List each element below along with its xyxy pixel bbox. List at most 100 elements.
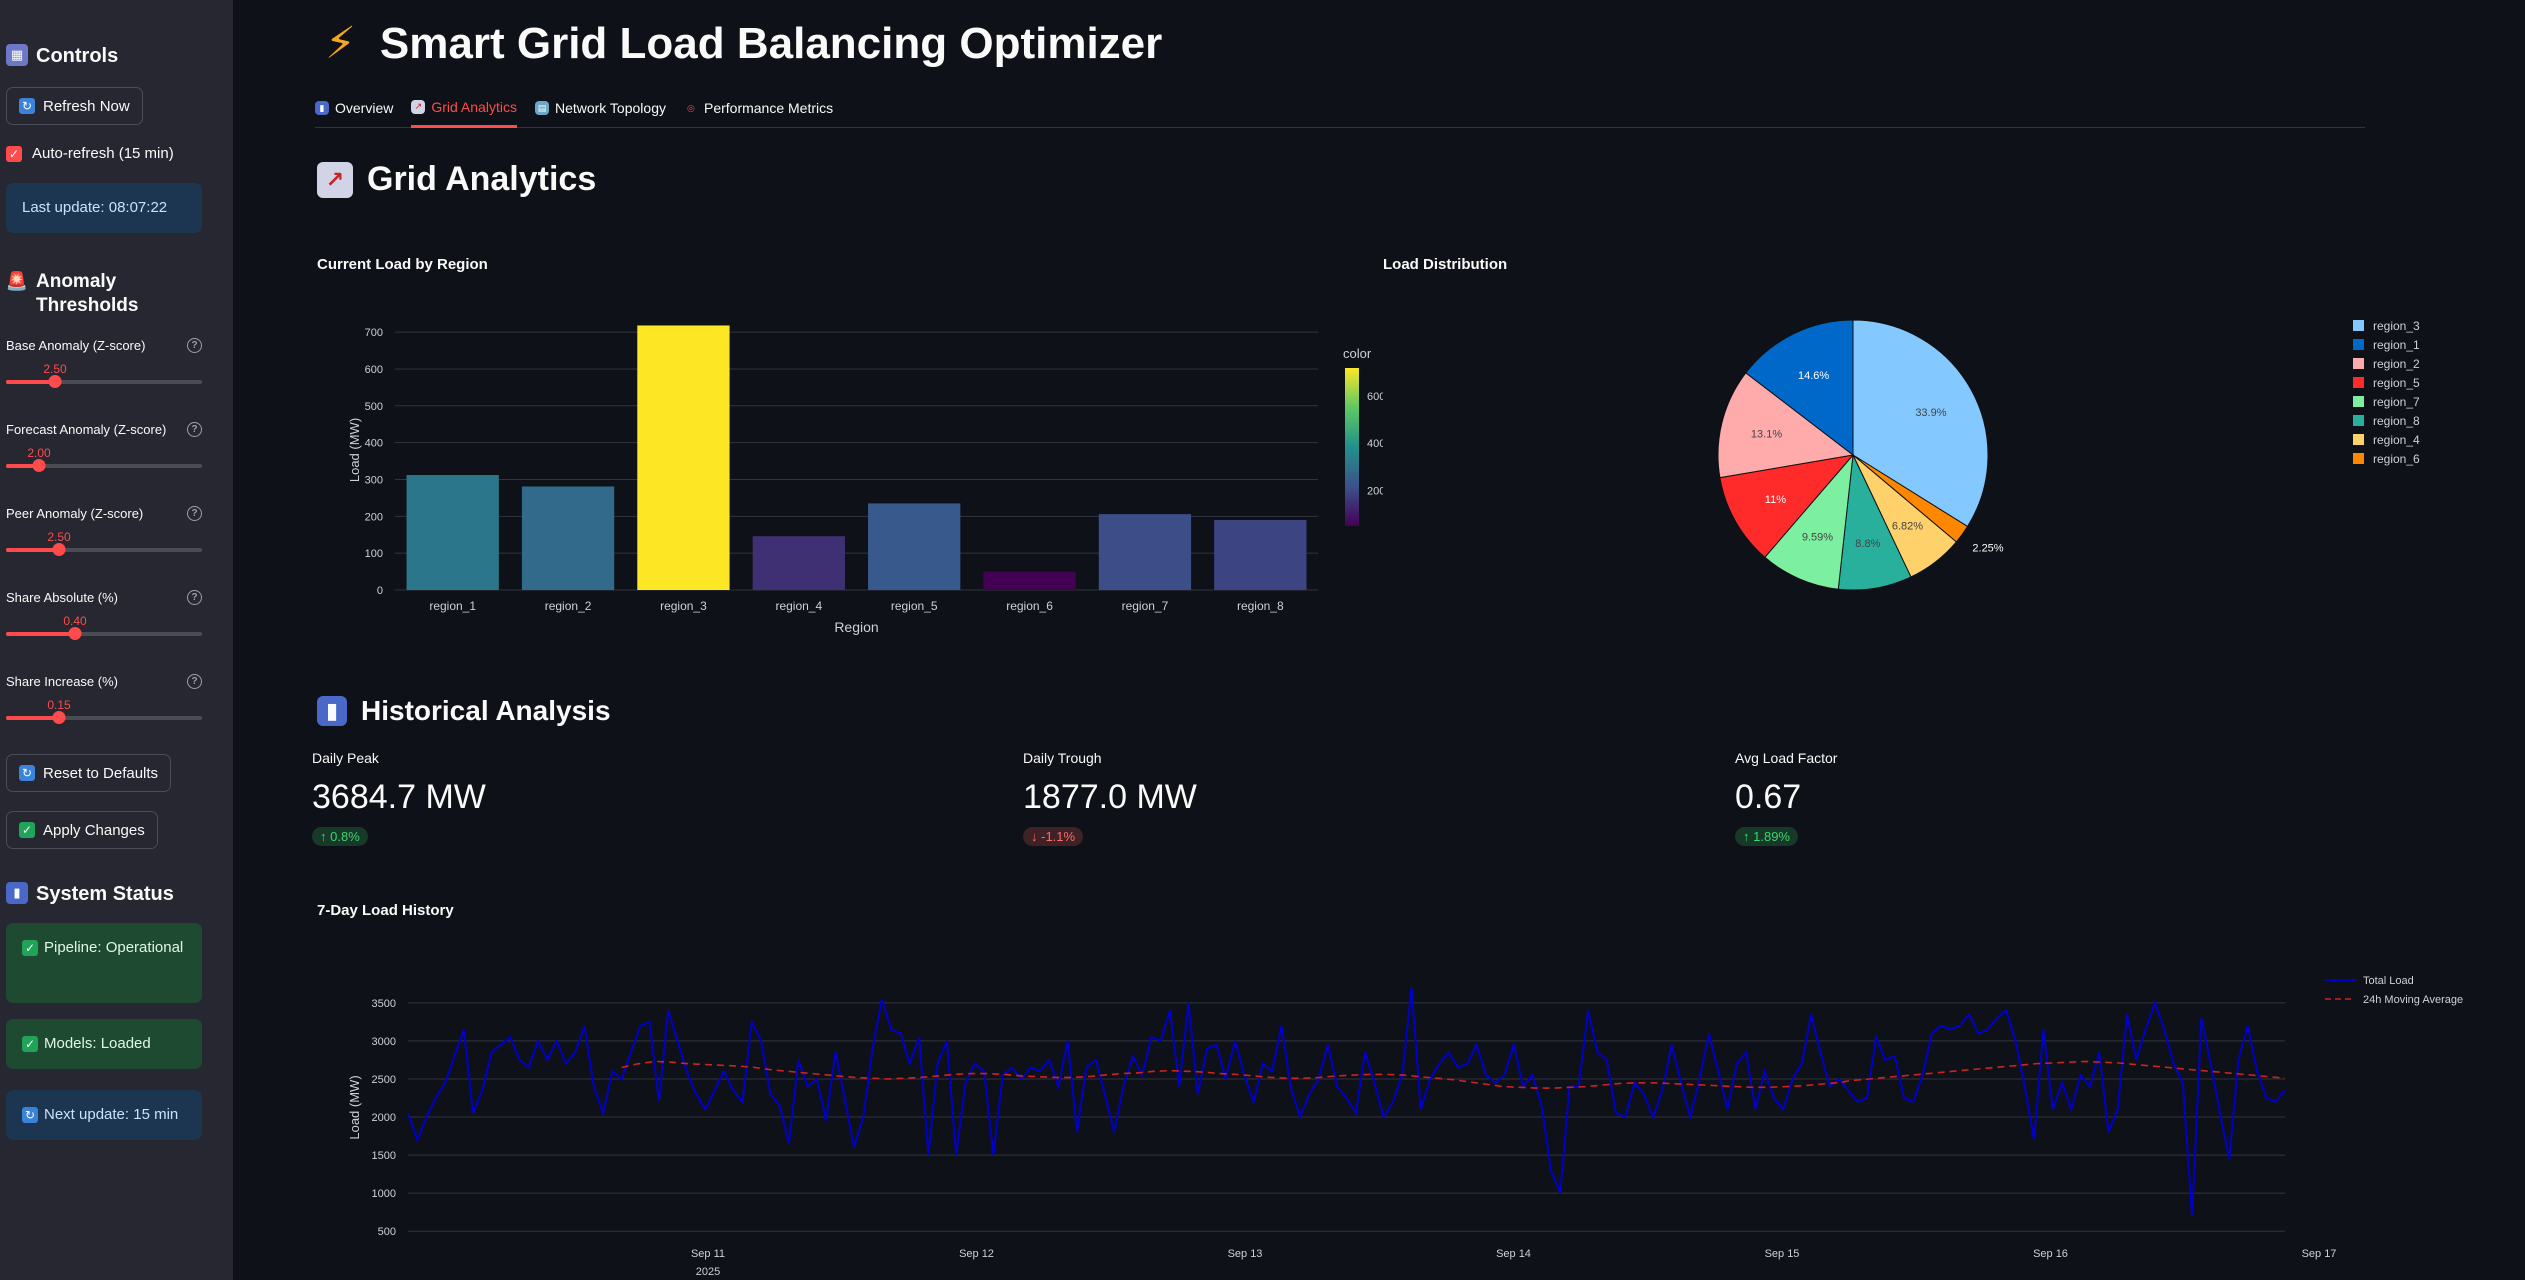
checkbox-checked-icon[interactable]: ✓ (6, 145, 22, 162)
pie-slice-label: 2.25% (1972, 542, 2003, 554)
pie-slice-label: 6.82% (1892, 521, 1923, 533)
y-tick-label: 3000 (372, 1036, 396, 1048)
help-icon[interactable]: ? (187, 422, 202, 437)
legend-swatch (2353, 453, 2364, 464)
bar-region_4 (752, 536, 845, 590)
arrow-up-icon: ↑ (1743, 829, 1754, 844)
bar-region_2 (521, 486, 615, 590)
legend-swatch (2353, 320, 2364, 331)
historical-title: Historical Analysis (361, 695, 611, 726)
legend-entry: Total Load (2363, 975, 2414, 987)
legend-entry: region_8 (2373, 414, 2420, 428)
slider-fill (6, 716, 59, 720)
reset-defaults-button[interactable]: ↻ Reset to Defaults (6, 754, 172, 792)
metric-value: 1877.0 MW (1023, 778, 1197, 816)
grid-analytics-title: Grid Analytics (367, 160, 597, 198)
tab-overview[interactable]: ▮ Overview (315, 92, 393, 128)
bar-chart-title: Current Load by Region (317, 256, 488, 273)
slider-thumb[interactable] (52, 711, 66, 724)
siren-icon: 🚨 (5, 271, 29, 291)
tab-grid-analytics[interactable]: ↗ Grid Analytics (411, 92, 517, 128)
x-axis-label: Region (834, 619, 878, 635)
y-tick-label: 2000 (372, 1112, 396, 1124)
metric-delta-text: 1.89% (1753, 829, 1790, 844)
legend-entry: region_1 (2373, 338, 2420, 352)
colorbar-tick: 200 (1367, 486, 1383, 498)
legend-entry: 24h Moving Average (2363, 994, 2463, 1006)
bar-chart-icon: ▮ (6, 882, 28, 904)
tab-performance-metrics[interactable]: ◎ Performance Metrics (684, 92, 833, 128)
help-icon[interactable]: ? (187, 338, 202, 353)
legend-entry: region_4 (2373, 433, 2420, 447)
metric-card: Daily Trough 1877.0 MW ↓ -1.1% (1023, 750, 1623, 846)
check-icon: ✓ (22, 940, 38, 956)
slider-track[interactable] (6, 543, 202, 556)
legend-swatch (2353, 415, 2364, 426)
anomaly-heading: 🚨 Anomaly Thresholds (6, 270, 206, 318)
colorbar-tick: 600 (1367, 391, 1383, 403)
metric-delta-text: 0.8% (330, 829, 360, 844)
threshold-slider[interactable]: Base Anomaly (Z-score)? 2.50 (6, 338, 202, 388)
help-icon[interactable]: ? (187, 590, 202, 605)
metric-card: Daily Peak 3684.7 MW ↑ 0.8% (312, 750, 912, 846)
auto-refresh-checkbox[interactable]: ✓ Auto-refresh (15 min) (6, 145, 174, 162)
x-tick-label: Sep 14 (1496, 1248, 1531, 1260)
x-tick-label: region_1 (429, 599, 476, 613)
models-text: Models: Loaded (44, 1035, 151, 1052)
bar-region_3 (637, 325, 730, 590)
y-tick-label: 0 (377, 585, 383, 597)
slider-track[interactable] (6, 375, 202, 388)
legend-swatch (2353, 377, 2364, 388)
slider-label: Share Increase (%) (6, 674, 118, 689)
chart-increasing-icon: ↗ (411, 99, 426, 114)
threshold-slider[interactable]: Share Increase (%)? 0.15 (6, 674, 202, 724)
grid-analytics-heading: ↗ Grid Analytics (317, 160, 596, 199)
tab-network-topology[interactable]: ▤ Network Topology (534, 92, 666, 128)
threshold-slider[interactable]: Peer Anomaly (Z-score)? 2.50 (6, 506, 202, 556)
control-knobs-icon: ▦ (6, 44, 28, 66)
refresh-icon: ↻ (19, 98, 35, 114)
tab-label: Network Topology (554, 100, 666, 116)
x-tick-label: region_8 (1237, 599, 1284, 613)
slider-fill (6, 632, 75, 636)
y-tick-label: 3500 (372, 998, 396, 1010)
slider-value: 2.00 (27, 446, 51, 460)
pipeline-text: Pipeline: Operational (44, 939, 184, 956)
check-icon: ✓ (19, 822, 35, 838)
pie-slice-label: 13.1% (1751, 429, 1782, 441)
bar-region_5 (868, 503, 961, 590)
slider-track[interactable] (6, 711, 202, 724)
slider-thumb[interactable] (48, 375, 62, 388)
threshold-slider[interactable]: Forecast Anomaly (Z-score)? 2.00 (6, 422, 202, 472)
slider-thumb[interactable] (32, 459, 46, 472)
metric-card: Avg Load Factor 0.67 ↑ 1.89% (1735, 750, 2335, 846)
pie-slice-label: 33.9% (1915, 407, 1946, 419)
y-tick-label: 500 (378, 1226, 396, 1238)
x-tick-label: Sep 17 (2302, 1248, 2337, 1260)
x-tick-label: region_5 (891, 599, 938, 613)
pie-slice-label: 8.8% (1855, 538, 1880, 550)
x-tick-label: region_4 (775, 599, 822, 613)
y-tick-label: 500 (365, 401, 383, 413)
system-status-title: System Status (36, 883, 174, 905)
metric-delta: ↓ -1.1% (1023, 827, 1084, 846)
legend-swatch (2353, 396, 2364, 407)
help-icon[interactable]: ? (187, 674, 202, 689)
apply-changes-button[interactable]: ✓ Apply Changes (6, 811, 158, 849)
refresh-now-button[interactable]: ↻ Refresh Now (6, 87, 143, 125)
slider-thumb[interactable] (52, 543, 66, 556)
help-icon[interactable]: ? (187, 506, 202, 521)
slider-label: Forecast Anomaly (Z-score) (6, 422, 167, 437)
y-tick-label: 300 (365, 474, 383, 486)
pie-slice-region_1 (1745, 319, 1854, 457)
slider-value: 0.15 (47, 698, 71, 712)
slider-track[interactable] (6, 627, 202, 640)
slider-track[interactable] (6, 459, 202, 472)
x-tick-label: region_2 (545, 599, 592, 613)
slider-thumb[interactable] (68, 627, 82, 640)
metric-value: 0.67 (1735, 778, 1802, 816)
legend-entry: region_6 (2373, 452, 2420, 466)
threshold-slider[interactable]: Share Absolute (%)? 0.40 (6, 590, 202, 640)
slider-label: Share Absolute (%) (6, 590, 119, 605)
slider-fill (6, 548, 59, 552)
